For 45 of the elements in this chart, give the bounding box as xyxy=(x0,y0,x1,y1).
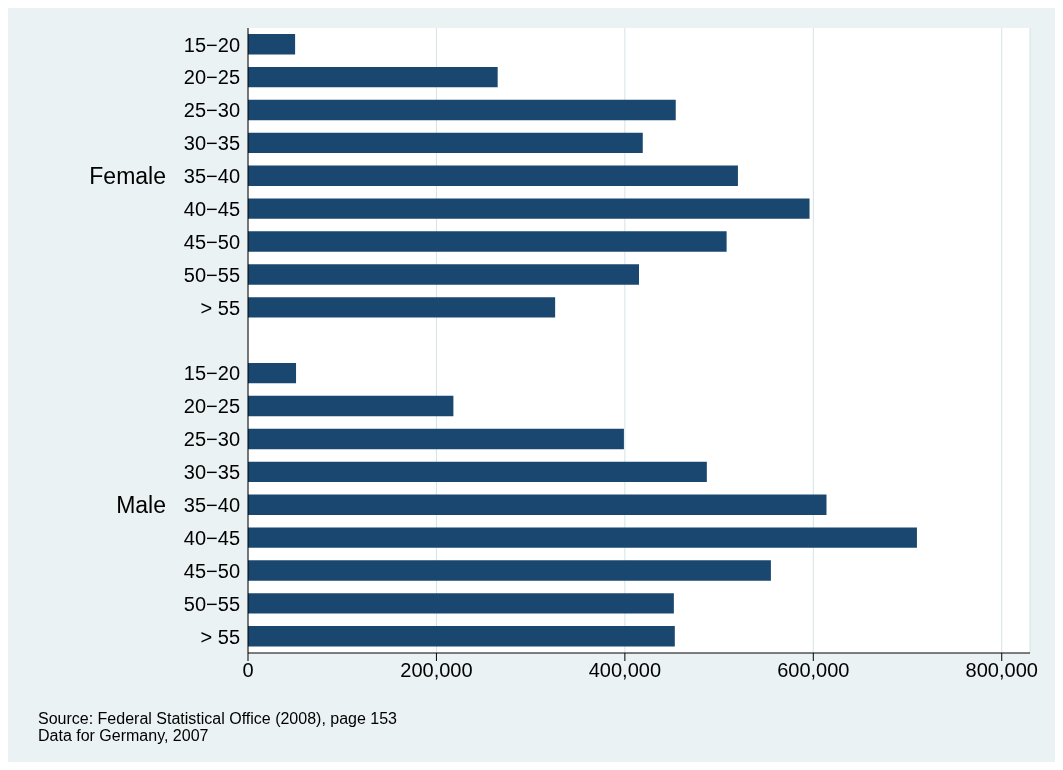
source-note: Source: Federal Statistical Office (2008), page 153 xyxy=(38,710,398,727)
bar xyxy=(248,626,675,647)
bar xyxy=(248,264,639,285)
y-tick-label: > 55 xyxy=(200,296,240,319)
y-tick-label: 20−25 xyxy=(183,66,240,89)
bar xyxy=(248,231,727,252)
text: Female xyxy=(89,163,166,191)
bar xyxy=(248,34,296,55)
y-tick-label: 30−35 xyxy=(183,461,240,484)
y-tick-label: > 55 xyxy=(200,625,240,648)
y-tick-label: 40−45 xyxy=(183,198,240,221)
y-tick-label: 50−55 xyxy=(183,592,240,615)
x-tick-label: 200,000 xyxy=(400,659,473,682)
bar xyxy=(248,297,556,318)
y-tick-label: 50−55 xyxy=(183,263,240,286)
y-tick-label: 15−20 xyxy=(183,362,240,385)
bar xyxy=(248,99,676,121)
x-tick-label: 600,000 xyxy=(777,659,850,682)
y-tick-label: 35−40 xyxy=(183,165,240,188)
y-tick-label: 25−30 xyxy=(183,99,240,122)
x-tick-label: 800,000 xyxy=(965,659,1038,682)
y-tick-label: 40−45 xyxy=(183,526,240,549)
text: Data for Germany, 2007 xyxy=(38,727,210,744)
bar xyxy=(248,461,707,483)
bar xyxy=(248,560,771,581)
bar xyxy=(248,66,498,88)
bar xyxy=(248,395,454,417)
bar xyxy=(248,132,643,154)
bar xyxy=(248,527,917,548)
text: Male xyxy=(116,491,166,519)
bar xyxy=(248,428,624,450)
bar xyxy=(248,362,297,384)
y-tick-label: 35−40 xyxy=(183,494,240,517)
bar xyxy=(248,494,827,515)
y-tick-label: 30−35 xyxy=(183,132,240,155)
y-tick-label: 20−25 xyxy=(183,395,240,418)
x-tick-label: 400,000 xyxy=(588,659,662,682)
y-tick-label: 45−50 xyxy=(183,559,240,582)
bar xyxy=(248,165,738,186)
bar xyxy=(248,198,810,219)
y-tick-label: 45−50 xyxy=(183,230,240,253)
bar xyxy=(248,593,674,614)
x-tick-label: 0 xyxy=(242,659,254,682)
y-tick-label: 15−20 xyxy=(183,33,240,56)
y-tick-label: 25−30 xyxy=(183,428,240,451)
